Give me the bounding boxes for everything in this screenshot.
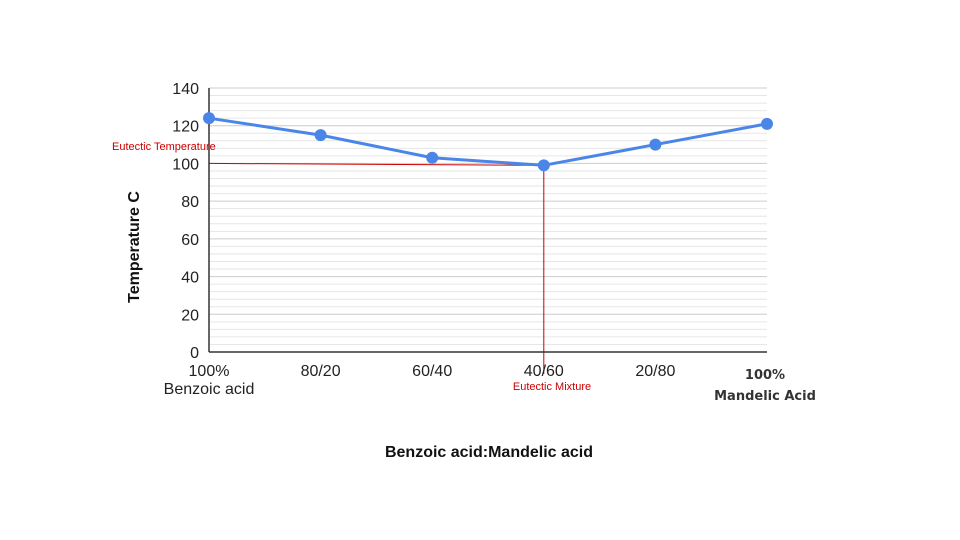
y-tick-label: 20 — [181, 307, 199, 324]
data-point — [649, 138, 662, 151]
x-tick-label: 100% Benzoic acid — [164, 363, 255, 398]
eutectic-reference-lines — [208, 162, 545, 374]
x-tick-label: 20/80 — [635, 363, 675, 380]
y-tick-label: 100 — [172, 156, 199, 173]
data-point — [203, 112, 215, 125]
data-point — [426, 151, 439, 164]
series-line — [208, 116, 768, 167]
data-point — [314, 129, 327, 142]
data-point — [761, 117, 773, 130]
gridlines — [209, 87, 767, 345]
x-tick-label: 60/40 — [412, 363, 452, 380]
series-path — [208, 116, 768, 167]
y-tick-label: 80 — [181, 194, 199, 211]
x-tick-label: 80/20 — [301, 363, 341, 380]
data-point — [537, 159, 550, 172]
x-axis-label: Benzoic acid:Mandelic acid — [385, 444, 593, 461]
data-points — [203, 112, 773, 172]
y-tick-label: 40 — [181, 270, 199, 287]
x-tick-label: 40/60 — [524, 363, 564, 380]
y-tick-label: 0 — [190, 345, 199, 362]
eutectic-temperature-line — [208, 162, 544, 166]
y-tick-labels: 0 20 40 60 80 100 120 140 — [172, 81, 199, 362]
y-tick-label: 60 — [181, 232, 199, 249]
y-tick-label: 120 — [172, 119, 199, 136]
eutectic-mixture-annotation: Eutectic Mixture — [513, 381, 591, 393]
y-axis-label: Temperature C — [126, 191, 143, 303]
y-tick-label: 140 — [172, 81, 199, 98]
axes — [208, 88, 767, 353]
x-tick-label: 100% Mandelic Acid — [714, 368, 816, 404]
x-tick-labels: 100% Benzoic acid 80/20 60/40 40/60 20/80 100%… — [164, 363, 816, 404]
eutectic-temperature-annotation: Eutectic Temperature — [112, 141, 216, 153]
